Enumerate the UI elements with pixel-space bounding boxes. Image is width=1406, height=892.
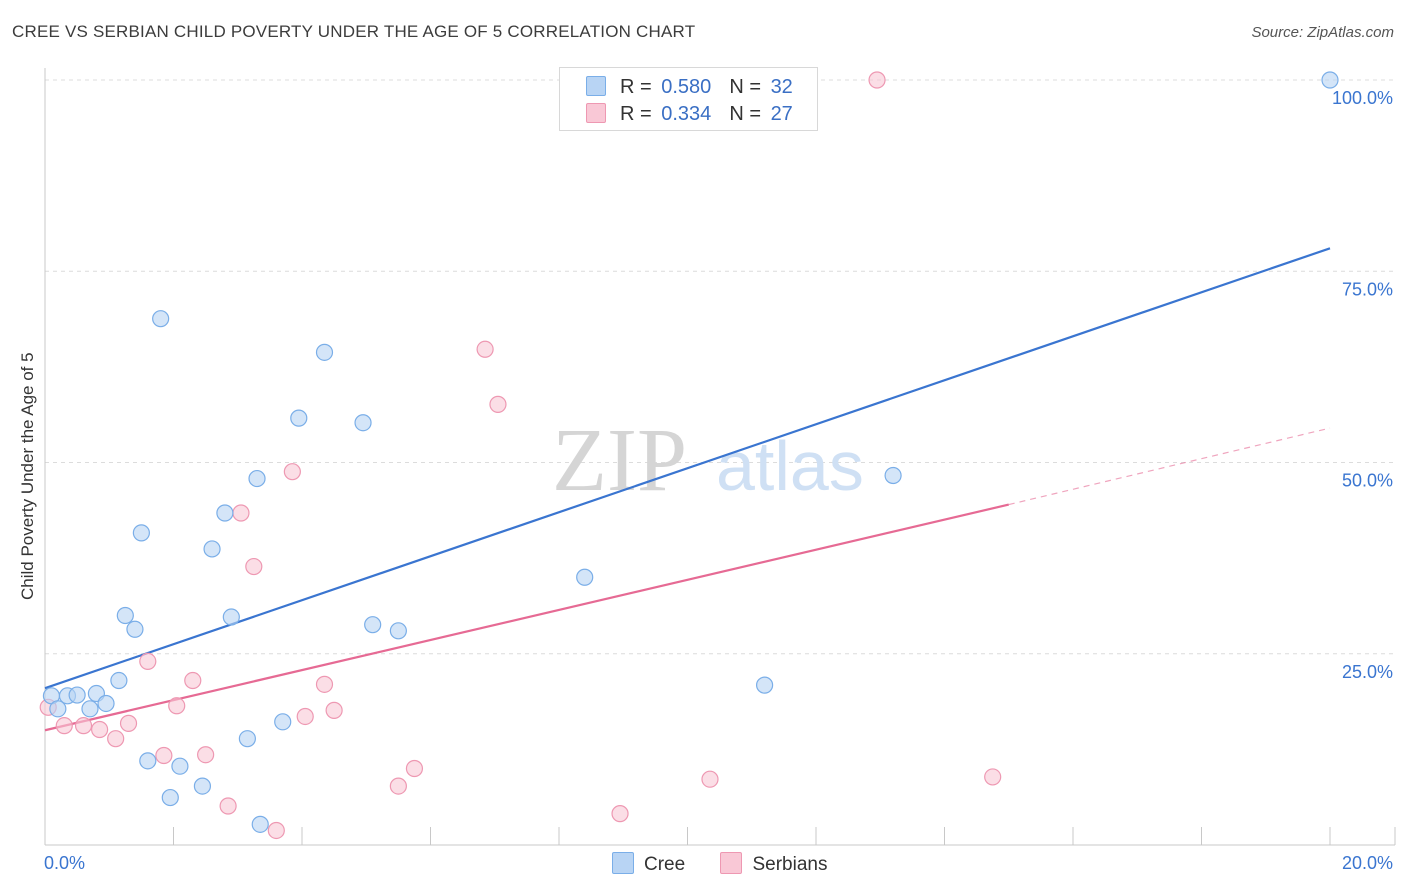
data-point-serbians xyxy=(219,797,237,815)
data-point-cree xyxy=(354,414,372,432)
data-point-serbians xyxy=(325,701,343,719)
data-point-serbians xyxy=(168,697,186,715)
bottom-legend-item-cree: Cree xyxy=(612,852,685,876)
y-axis-label: Child Poverty Under the Age of 5 xyxy=(18,352,37,600)
data-point-cree xyxy=(110,671,128,690)
watermark-atlas: atlas xyxy=(716,427,864,505)
legend: R = 0.580 N = 32 R = 0.334 N = 27 xyxy=(559,67,818,131)
bottom-legend: Cree Serbians xyxy=(612,852,857,876)
axes xyxy=(44,68,1396,846)
legend-row-cree: R = 0.580 N = 32 xyxy=(586,76,793,99)
trend-line-serbians xyxy=(44,503,1010,732)
data-point-cree xyxy=(251,815,269,833)
trend-line-extension-serbians xyxy=(1008,427,1331,506)
legend-r-label: R = xyxy=(620,76,652,98)
data-point-cree xyxy=(193,777,212,795)
data-point-cree xyxy=(97,694,115,713)
data-point-serbians xyxy=(184,671,202,690)
data-point-serbians xyxy=(139,652,157,671)
data-point-cree xyxy=(222,608,240,626)
chart-title: CREE VS SERBIAN CHILD POVERTY UNDER THE … xyxy=(12,22,696,41)
data-point-cree xyxy=(116,606,134,625)
data-point-cree xyxy=(68,686,86,704)
x-tick-label: 20.0% xyxy=(1342,853,1393,873)
legend-swatch-cree xyxy=(586,76,606,96)
legend-n-value: 27 xyxy=(770,103,793,125)
data-point-serbians xyxy=(197,746,215,764)
data-point-serbians xyxy=(868,71,886,89)
bottom-legend-swatch-cree xyxy=(612,852,634,874)
bottom-legend-item-serbians: Serbians xyxy=(720,852,827,876)
legend-n-value: 32 xyxy=(770,76,793,98)
legend-n-label: N = xyxy=(729,76,761,98)
data-point-cree xyxy=(126,620,144,638)
bottom-legend-swatch-serbians xyxy=(720,852,743,874)
y-tick-label: 50.0% xyxy=(1342,471,1393,491)
data-point-cree xyxy=(274,713,292,731)
data-point-serbians xyxy=(91,720,109,739)
data-point-cree xyxy=(315,343,334,361)
data-point-serbians xyxy=(107,730,125,748)
data-point-serbians xyxy=(232,504,250,522)
data-point-cree xyxy=(203,540,221,558)
data-point-cree xyxy=(755,676,774,694)
data-point-serbians xyxy=(315,675,334,693)
data-point-serbians xyxy=(611,805,629,823)
data-point-cree xyxy=(248,469,266,488)
data-point-cree xyxy=(576,568,594,586)
data-point-cree xyxy=(132,524,150,542)
data-point-cree xyxy=(1321,71,1339,89)
data-point-serbians xyxy=(283,463,301,481)
data-point-serbians xyxy=(701,770,719,788)
data-point-serbians xyxy=(245,557,263,576)
legend-swatch-serbians xyxy=(586,103,606,123)
data-point-cree xyxy=(290,409,308,427)
data-point-serbians xyxy=(267,821,285,840)
data-point-serbians xyxy=(74,717,93,735)
watermark-zip: ZIP xyxy=(552,411,687,510)
data-point-cree xyxy=(364,616,382,634)
data-point-serbians xyxy=(405,759,424,778)
data-point-serbians xyxy=(389,777,407,795)
y-tick-label: 100.0% xyxy=(1332,88,1393,108)
data-point-cree xyxy=(49,700,67,718)
source-label: Source: ZipAtlas.com xyxy=(1251,24,1394,41)
data-point-serbians xyxy=(984,768,1002,786)
trend-line-cree xyxy=(44,247,1331,690)
data-points xyxy=(39,71,1339,840)
data-point-cree xyxy=(152,310,170,328)
data-point-serbians xyxy=(119,714,138,732)
data-point-serbians xyxy=(476,340,494,358)
data-point-cree xyxy=(81,700,99,718)
legend-n-label: N = xyxy=(729,103,761,125)
data-point-cree xyxy=(884,466,902,485)
data-point-cree xyxy=(216,504,234,522)
data-point-cree xyxy=(171,757,189,775)
data-point-serbians xyxy=(155,746,173,765)
data-point-cree xyxy=(238,730,256,748)
legend-r-label: R = xyxy=(620,103,652,125)
y-tick-label: 75.0% xyxy=(1342,279,1393,299)
data-point-cree xyxy=(161,788,179,807)
data-point-serbians xyxy=(55,717,73,735)
data-point-serbians xyxy=(489,395,507,413)
bottom-legend-label-cree: Cree xyxy=(644,854,686,875)
trend-lines xyxy=(44,247,1331,732)
data-point-serbians xyxy=(296,707,314,726)
legend-row-serbians: R = 0.334 N = 27 xyxy=(586,103,793,126)
data-point-cree xyxy=(389,622,407,640)
legend-r-value: 0.334 xyxy=(661,103,712,125)
bottom-legend-label-serbians: Serbians xyxy=(752,854,828,875)
tick-labels: 25.0% 50.0% 75.0% 100.0% 0.0% 20.0% xyxy=(44,88,1393,873)
y-tick-label: 25.0% xyxy=(1342,662,1393,682)
x-tick-label: 0.0% xyxy=(44,853,85,873)
legend-r-value: 0.580 xyxy=(661,76,712,98)
data-point-cree xyxy=(139,752,157,770)
